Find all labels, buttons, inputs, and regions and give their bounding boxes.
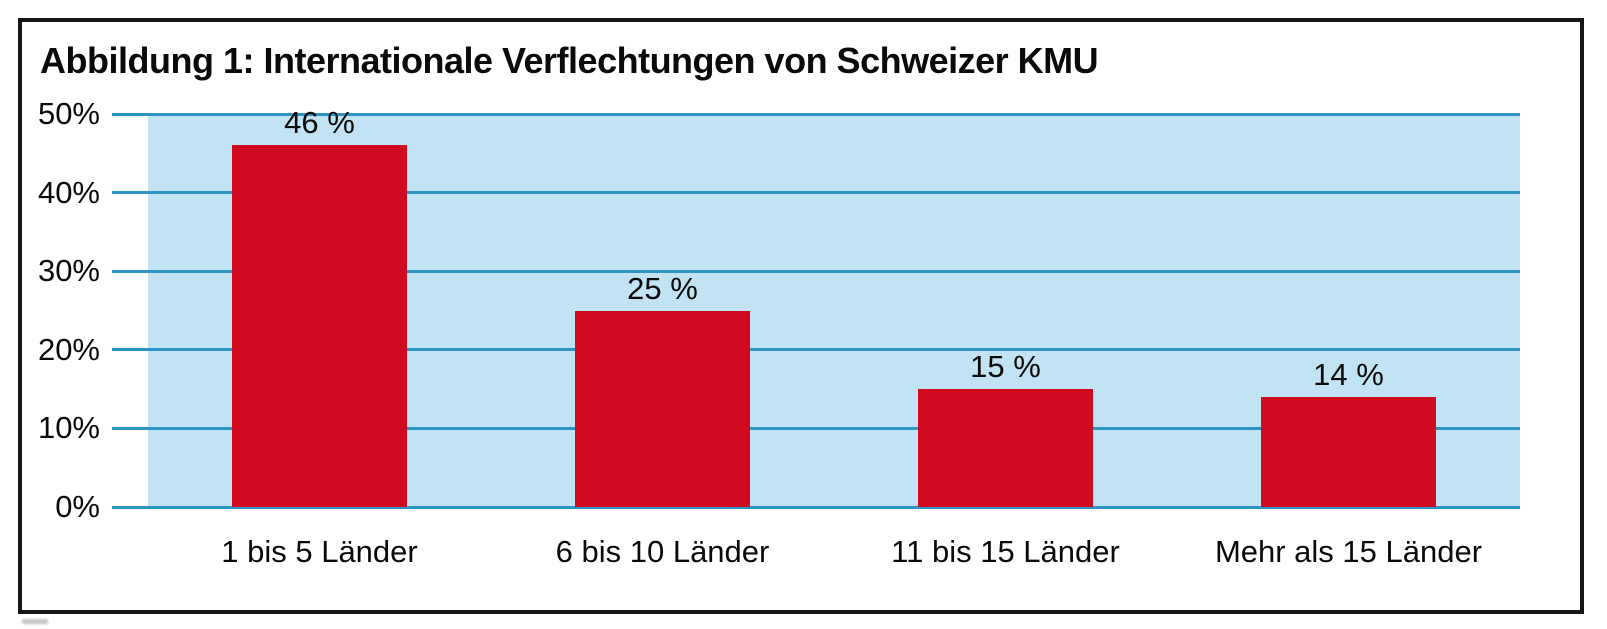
xtick-label: 6 bis 10 Länder	[555, 534, 770, 569]
bar-value-label: 25 %	[627, 270, 698, 306]
gridline-10	[112, 426, 1520, 430]
ytick-label: 10%	[37, 410, 100, 446]
ytick-label: 20%	[37, 331, 100, 367]
gridline-0	[112, 505, 1520, 509]
ytick-label: 40%	[37, 174, 100, 210]
ytick-label: 0%	[55, 489, 100, 524]
gridline-50	[112, 112, 1520, 116]
gridline-30	[112, 269, 1520, 273]
xtick-label: 11 bis 15 Länder	[891, 534, 1120, 569]
gridline-20	[112, 348, 1520, 352]
bar-2	[575, 310, 750, 507]
ytick-label: 30%	[37, 253, 100, 289]
chart-title: Abbildung 1: Internationale Verflechtung…	[40, 40, 1099, 81]
ytick-label: 50%	[37, 96, 100, 131]
xtick-label: Mehr als 15 Länder	[1214, 534, 1483, 569]
xtick-label: 1 bis 5 Länder	[221, 534, 418, 569]
bar-3	[918, 389, 1093, 507]
bar-1	[232, 145, 407, 507]
bar-value-label: 46 %	[284, 105, 355, 141]
gridline-40	[112, 191, 1520, 195]
bar-value-label: 14 %	[1313, 356, 1384, 392]
scan-artifact-mark	[22, 619, 48, 624]
bar-value-label: 15 %	[970, 349, 1041, 385]
bar-4	[1261, 396, 1436, 507]
